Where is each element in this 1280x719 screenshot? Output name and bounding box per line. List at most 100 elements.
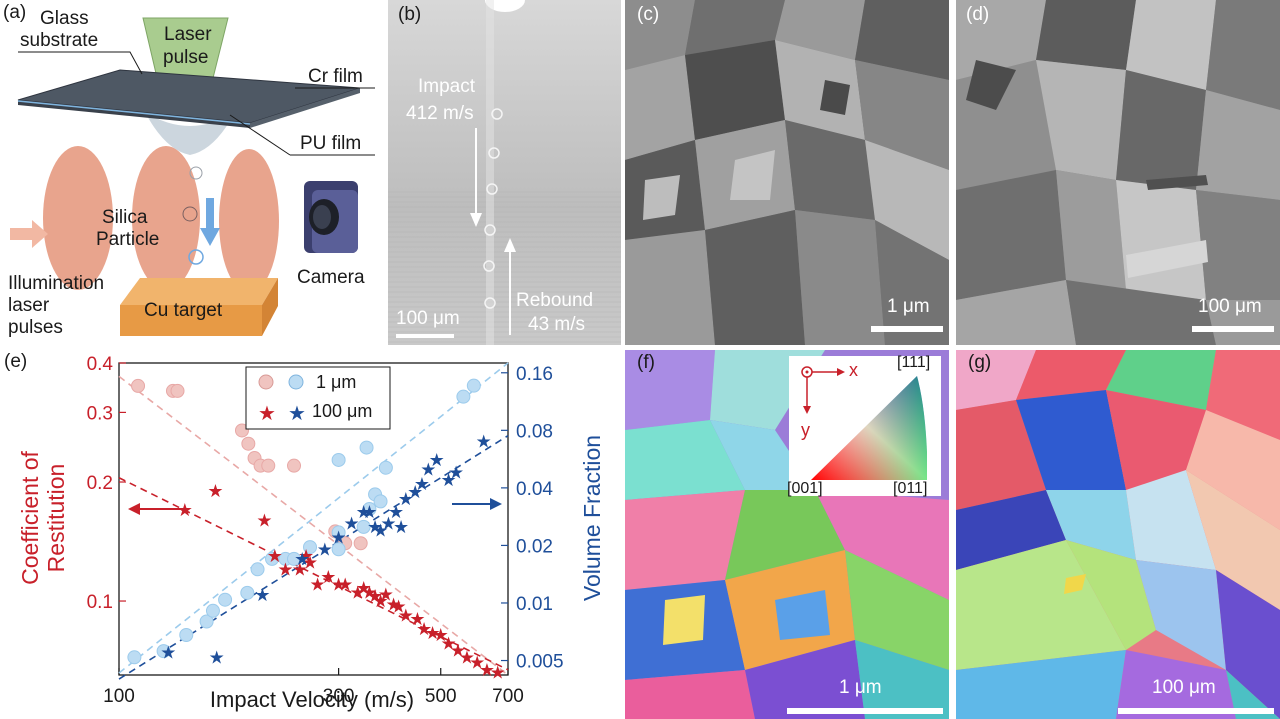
data-point-star: ★ — [398, 489, 414, 509]
data-point-star: ★ — [207, 481, 223, 501]
illumination-arrow — [10, 220, 48, 248]
data-point-star: ★ — [356, 502, 372, 522]
data-point-star: ★ — [409, 609, 425, 629]
data-point-star: ★ — [294, 549, 310, 569]
data-point-star: ★ — [256, 510, 272, 530]
data-point-star: ★ — [391, 596, 407, 616]
data-point-star: ★ — [372, 591, 388, 611]
data-point-star: ★ — [309, 575, 325, 595]
panel-label-c: (c) — [637, 4, 660, 25]
ipf-x-label: x — [849, 360, 858, 380]
data-point-star: ★ — [350, 583, 366, 603]
panel-label-f: (f) — [637, 352, 655, 373]
data-point-circle — [456, 389, 471, 404]
y-right-tick-label: 0.08 — [516, 421, 553, 442]
data-point-star: ★ — [292, 560, 308, 580]
data-point-star: ★ — [407, 482, 423, 502]
data-point-circle — [331, 542, 346, 557]
data-point-star: ★ — [361, 583, 377, 603]
panel-label-b: (b) — [398, 4, 422, 25]
data-point-star: ★ — [476, 431, 492, 451]
legend-marker — [288, 374, 304, 390]
data-point-star: ★ — [441, 470, 457, 490]
y-right-tick-label: 0.04 — [516, 479, 553, 500]
panel-d: (d) 100 μm — [956, 0, 1280, 345]
panel-label-g: (g) — [968, 352, 992, 373]
data-point-star: ★ — [372, 520, 388, 540]
camera-label: Camera — [297, 267, 365, 288]
data-point-star: ★ — [361, 502, 377, 522]
illumination-lens-right — [219, 149, 279, 293]
impact-flash — [485, 0, 525, 12]
illumination-lens-center — [132, 146, 200, 290]
y-axis-label-left-line2: Restitution — [43, 464, 69, 573]
laser-label-line1: Laser — [164, 24, 212, 45]
data-point-star: ★ — [459, 647, 475, 667]
data-point-star: ★ — [254, 585, 270, 605]
data-point-star: ★ — [448, 463, 464, 483]
data-point-circle — [199, 614, 214, 629]
panel-a: (a) Glass substrate Laser pulse Cr film … — [0, 0, 385, 345]
glass-label-line1: Glass — [40, 8, 89, 29]
y-right-tick-label: 0.01 — [516, 594, 553, 615]
data-point-star: ★ — [398, 605, 414, 625]
scale-bar-f — [787, 708, 943, 714]
fit-line — [118, 362, 509, 674]
rebound-label: Rebound — [516, 290, 594, 311]
laser-label-line2: pulse — [163, 47, 209, 68]
scale-bar-g — [1118, 708, 1274, 714]
ipf-001-label: [001] — [787, 480, 823, 497]
data-point-circle — [179, 627, 194, 642]
panel-g: (g) 100 μm — [956, 350, 1280, 719]
y-right-tick-label: 0.02 — [516, 536, 553, 557]
data-point-star: ★ — [479, 660, 495, 680]
restitution-volume-chart: (e) 100 300 500 700 0.1 0.2 0.3 0.4 0.005 0.01 0.0… — [4, 351, 605, 712]
data-point-circle — [287, 458, 302, 473]
panel-label-a: (a) — [3, 2, 27, 23]
data-point-star: ★ — [393, 517, 409, 537]
data-point-star: ★ — [388, 502, 404, 522]
data-point-star: ★ — [320, 567, 336, 587]
illumination-label-line1: Illumination — [8, 273, 105, 294]
silica-label-line2: Particle — [96, 229, 160, 250]
x-tick-label: 300 — [323, 686, 355, 707]
legend-marker: ★ — [258, 403, 276, 425]
legend-entry-1um: 1 μm — [316, 372, 356, 392]
data-point-star: ★ — [337, 575, 353, 595]
data-point-circle — [362, 502, 377, 517]
scale-bar-d — [1192, 326, 1274, 332]
scale-bar-c — [871, 326, 943, 332]
data-point-circle — [205, 603, 220, 618]
data-point-circle — [127, 650, 142, 665]
data-point-circle — [303, 540, 318, 555]
data-point-star: ★ — [298, 546, 314, 566]
data-point-circle — [241, 436, 256, 451]
data-point-circle — [353, 536, 368, 551]
data-point-circle — [218, 592, 233, 607]
legend: 1 μm ★ ★ 100 μm — [245, 366, 391, 430]
panel-c: (c) 1 μm — [625, 0, 949, 345]
scale-label-c: 1 μm — [887, 296, 930, 317]
setup-schematic — [10, 17, 375, 336]
particle-frame — [484, 224, 496, 236]
data-point-circle — [261, 458, 276, 473]
particle-frame — [491, 108, 503, 120]
illumination-label-line3: pulses — [8, 317, 63, 338]
y-left-tick-label: 0.4 — [87, 354, 114, 375]
data-point-star: ★ — [429, 450, 445, 470]
data-point-circle — [359, 440, 374, 455]
ipf-011-label: [011] — [893, 480, 928, 497]
data-point-star: ★ — [267, 546, 283, 566]
panel-e-chart: (e) 100 300 500 700 0.1 0.2 0.3 0.4 0.005 0.01 0.0… — [0, 345, 622, 719]
data-point-circle — [331, 452, 346, 467]
illumination-lens-left — [43, 146, 113, 290]
data-point-star: ★ — [378, 584, 394, 604]
cu-target-label: Cu target — [144, 300, 223, 321]
data-point-circle — [287, 551, 302, 566]
data-point-star: ★ — [302, 553, 318, 573]
data-point-circle — [240, 585, 255, 600]
silica-label-line1: Silica — [102, 207, 148, 228]
illumination-label-line2: laser — [8, 295, 50, 316]
data-point-circle — [250, 562, 265, 577]
scale-label-b: 100 μm — [396, 308, 460, 329]
